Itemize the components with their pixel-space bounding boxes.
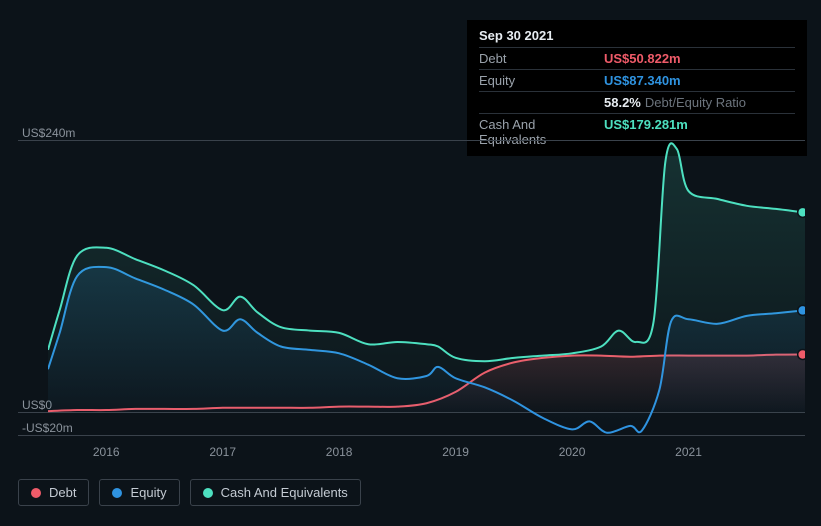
- gridline: [18, 435, 805, 436]
- legend-item-equity[interactable]: Equity: [99, 479, 179, 506]
- legend-label: Debt: [49, 485, 76, 500]
- tooltip-date: Sep 30 2021: [479, 28, 795, 43]
- x-axis-label: 2017: [209, 445, 236, 459]
- y-axis-label: US$240m: [22, 126, 75, 140]
- legend-item-cash[interactable]: Cash And Equivalents: [190, 479, 361, 506]
- tooltip-label: Debt: [479, 51, 604, 66]
- tooltip-row-debt: Debt US$50.822m: [479, 47, 795, 69]
- legend-label: Cash And Equivalents: [221, 485, 348, 500]
- tooltip-panel: Sep 30 2021 Debt US$50.822m Equity US$87…: [467, 20, 807, 156]
- x-axis-label: 2021: [675, 445, 702, 459]
- ratio-percent: 58.2%: [604, 95, 641, 110]
- ratio-label: Debt/Equity Ratio: [645, 95, 746, 110]
- chart-container: Sep 30 2021 Debt US$50.822m Equity US$87…: [0, 0, 821, 526]
- tooltip-value: US$50.822m: [604, 51, 681, 66]
- x-axis-label: 2018: [326, 445, 353, 459]
- tooltip-row-ratio: 58.2% Debt/Equity Ratio: [479, 91, 795, 113]
- swatch-icon: [31, 488, 41, 498]
- swatch-icon: [203, 488, 213, 498]
- swatch-icon: [112, 488, 122, 498]
- tooltip-label: [479, 95, 604, 110]
- tooltip-value: US$87.340m: [604, 73, 681, 88]
- legend-item-debt[interactable]: Debt: [18, 479, 89, 506]
- tooltip-row-equity: Equity US$87.340m: [479, 69, 795, 91]
- area-chart[interactable]: [48, 140, 805, 435]
- tooltip-label: Equity: [479, 73, 604, 88]
- legend-label: Equity: [130, 485, 166, 500]
- x-axis-label: 2019: [442, 445, 469, 459]
- x-axis-label: 2020: [559, 445, 586, 459]
- x-axis-label: 2016: [93, 445, 120, 459]
- legend: Debt Equity Cash And Equivalents: [18, 479, 361, 506]
